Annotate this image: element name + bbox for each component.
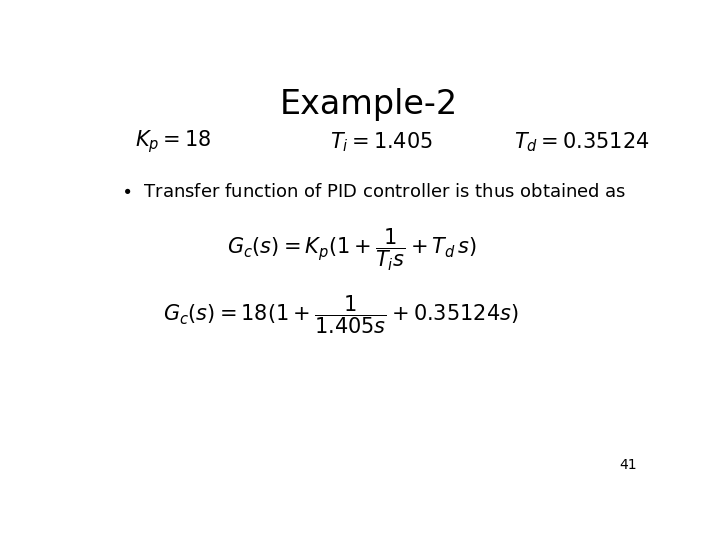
Text: $\bullet$  Transfer function of PID controller is thus obtained as: $\bullet$ Transfer function of PID contr… [121,183,626,201]
Text: $T_i = 1.405$: $T_i = 1.405$ [330,130,433,153]
Text: $T_d = 0.35124$: $T_d = 0.35124$ [514,130,649,153]
Text: Example-2: Example-2 [280,87,458,120]
Text: $G_c(s) = K_p(1 + \dfrac{1}{T_i s} +T_d\, s)$: $G_c(s) = K_p(1 + \dfrac{1}{T_i s} +T_d\… [228,227,477,273]
Text: 41: 41 [619,458,637,472]
Text: $G_c(s) = 18(1 + \dfrac{1}{1.405s} + 0.35124s)$: $G_c(s) = 18(1 + \dfrac{1}{1.405s} + 0.3… [163,293,519,335]
Text: $K_p = 18$: $K_p = 18$ [135,129,211,155]
